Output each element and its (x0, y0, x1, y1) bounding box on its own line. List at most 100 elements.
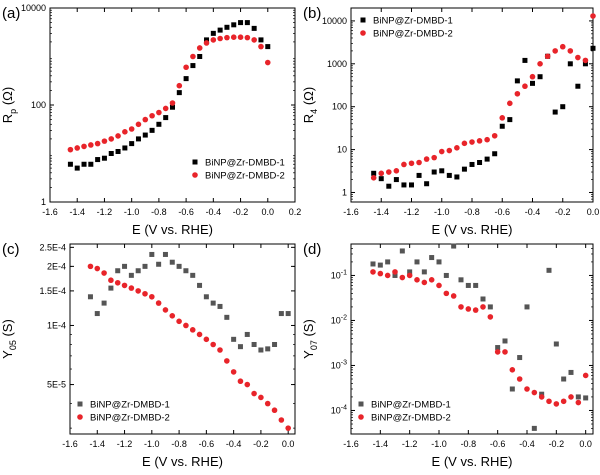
data-point-square (473, 282, 479, 288)
data-point-circle (142, 290, 148, 297)
data-point-square (231, 22, 237, 28)
data-point-square (176, 90, 182, 96)
data-point-square (429, 255, 435, 261)
data-point-square (87, 294, 93, 300)
x-tick-label: -1.4 (373, 207, 389, 217)
y-axis-label-main: Y (0, 350, 15, 359)
data-point-circle (484, 136, 490, 143)
data-point-circle (428, 277, 435, 283)
data-point-square (203, 294, 209, 300)
panel-label: (d) (303, 241, 321, 258)
x-tick-label: -1.6 (343, 207, 359, 217)
legend-marker-circle (192, 172, 198, 178)
series-2 (370, 13, 596, 181)
data-point-square (265, 44, 271, 50)
y-tick-label: 1 (342, 187, 347, 197)
x-tick-label: 0.0 (587, 207, 600, 217)
x-tick-label: 0.0 (579, 439, 592, 449)
data-point-circle (278, 417, 285, 423)
data-point-circle (258, 394, 264, 401)
data-point-circle (114, 279, 121, 286)
data-point-circle (575, 54, 581, 61)
data-point-circle (196, 331, 203, 338)
data-point-circle (386, 169, 392, 175)
x-tick-label: -1.4 (373, 439, 389, 449)
data-point-circle (537, 61, 543, 67)
y-tick-label: 10000 (21, 3, 46, 13)
data-point-circle (203, 40, 210, 46)
data-point-circle (450, 293, 457, 299)
data-point-circle (538, 394, 545, 400)
data-point-circle (516, 376, 523, 382)
data-point-square (251, 25, 257, 31)
x-tick-label: -1.2 (97, 207, 113, 217)
x-tick-label: 0.0 (282, 439, 295, 449)
data-point-circle (224, 358, 230, 364)
x-tick-label: -0.4 (519, 439, 535, 449)
data-point-square (509, 386, 515, 392)
data-point-square (492, 151, 498, 157)
x-tick-label: -1.4 (90, 439, 106, 449)
data-point-circle (155, 300, 162, 306)
y-tick-base: 10 (331, 360, 341, 370)
x-tick-label: -1.4 (69, 207, 85, 217)
data-point-square (210, 30, 216, 36)
data-point-square (101, 300, 107, 306)
data-point-circle (244, 34, 251, 41)
data-point-circle (370, 174, 377, 181)
data-point-circle (271, 407, 278, 414)
data-point-square (377, 262, 383, 268)
y-tick-label: 5E-5 (47, 380, 66, 390)
data-point-square (162, 251, 168, 257)
data-point-square (197, 54, 203, 59)
data-point-circle (416, 159, 422, 166)
data-point-circle (264, 59, 271, 66)
data-point-circle (522, 83, 528, 90)
data-point-circle (575, 399, 582, 406)
data-point-square (183, 76, 189, 82)
data-point-square (546, 267, 552, 273)
y-tick-label: 1E-4 (47, 320, 66, 330)
x-tick-label: -0.8 (171, 439, 187, 449)
data-point-square (94, 311, 100, 317)
y-axis-label-main: Y (301, 350, 316, 359)
data-point-circle (162, 307, 169, 313)
y-tick-label: 1000 (327, 59, 347, 69)
y-axis-label-unit: (Ω) (301, 87, 316, 109)
data-point-circle (135, 288, 141, 294)
data-point-circle (524, 386, 530, 392)
x-tick-label: -0.8 (151, 207, 167, 217)
data-point-square (190, 272, 196, 278)
x-tick-label: -1.6 (343, 439, 359, 449)
data-point-circle (552, 48, 558, 54)
data-point-circle (529, 73, 536, 80)
data-point-square (115, 148, 121, 154)
y-tick-exponent: -4 (341, 404, 347, 411)
y-axis-label-sub: 07 (309, 340, 319, 350)
data-point-square (258, 37, 264, 43)
y-tick-label: 10000 (322, 16, 347, 26)
data-point-square (183, 268, 189, 274)
data-point-circle (142, 116, 149, 123)
panel-label: (a) (2, 5, 20, 22)
data-point-square (210, 300, 216, 306)
data-point-square (522, 57, 528, 63)
y-tick-exponent: -2 (341, 314, 347, 321)
data-point-circle (81, 143, 87, 150)
data-point-square (514, 78, 520, 84)
legend-marker-circle (360, 30, 366, 36)
data-point-square (446, 172, 452, 178)
data-point-square (451, 243, 457, 249)
legend-label: BiNP@Zr-DMBD-2 (373, 29, 453, 40)
data-point-square (285, 311, 291, 317)
data-point-circle (502, 349, 508, 355)
data-point-circle (568, 394, 574, 400)
data-point-square (461, 166, 467, 172)
x-tick-label: -0.8 (464, 207, 480, 217)
data-point-circle (431, 154, 437, 161)
legend-label: BiNP@Zr-DMBD-1 (90, 400, 170, 411)
data-point-circle (217, 347, 223, 353)
data-point-circle (128, 285, 135, 291)
data-point-circle (446, 147, 453, 154)
